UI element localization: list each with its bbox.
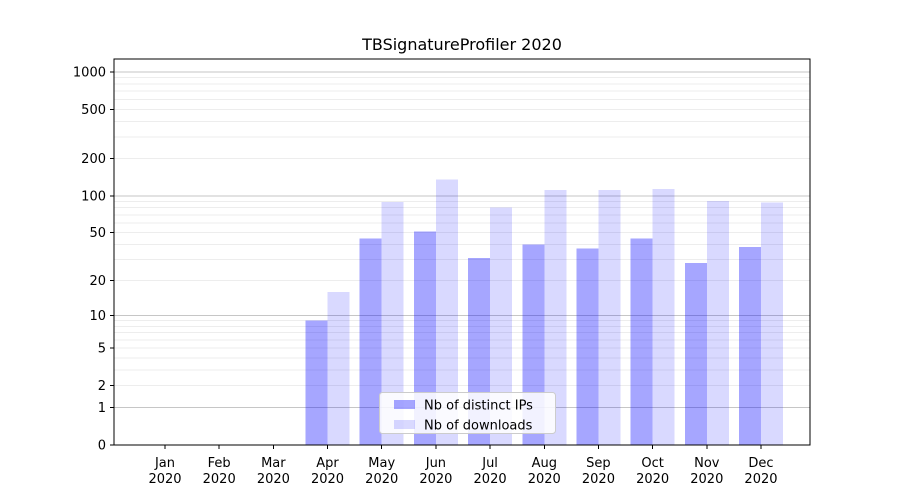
plot-border bbox=[113, 58, 811, 446]
x-tick-label: Aug bbox=[532, 456, 557, 471]
x-tick-label: 2020 bbox=[148, 472, 181, 487]
bar-distinct-ips bbox=[359, 238, 382, 445]
bar-downloads bbox=[706, 200, 729, 445]
x-tick-label: 2020 bbox=[636, 472, 669, 487]
bar-downloads bbox=[652, 188, 675, 445]
bar-downloads bbox=[381, 202, 404, 445]
x-tick-label: Mar bbox=[261, 456, 286, 471]
y-tick-label: 500 bbox=[81, 103, 106, 118]
legend: Nb of distinct IPs Nb of downloads bbox=[379, 392, 556, 434]
y-tick-label: 100 bbox=[81, 189, 106, 204]
x-tick-label: Jun bbox=[425, 456, 446, 471]
y-tick-label: 2 bbox=[98, 379, 106, 394]
bar-distinct-ips bbox=[738, 247, 761, 445]
bar-downloads bbox=[760, 202, 783, 445]
y-tick-label: 0 bbox=[98, 439, 106, 454]
x-tick-label: Jul bbox=[481, 456, 498, 471]
bars bbox=[305, 179, 783, 446]
x-tick-label: Dec bbox=[748, 456, 773, 471]
y-tick-label: 1000 bbox=[73, 65, 106, 80]
x-tick-label: 2020 bbox=[365, 472, 398, 487]
x-tick-label: 2020 bbox=[311, 472, 344, 487]
y-axis: 0 1 2 5 10 20 50 100 200 500 1000 bbox=[73, 65, 114, 454]
y-tick-label: 5 bbox=[98, 342, 106, 357]
bar-downloads bbox=[435, 179, 458, 446]
x-tick-label: 2020 bbox=[203, 472, 236, 487]
legend-label: Nb of distinct IPs bbox=[424, 399, 533, 414]
x-tick-label: 2020 bbox=[419, 472, 452, 487]
y-tick-label: 50 bbox=[89, 226, 106, 241]
bar-distinct-ips bbox=[684, 263, 707, 445]
legend-swatch-downloads bbox=[394, 420, 415, 429]
legend-swatch-distinct-ips bbox=[394, 400, 415, 409]
x-tick-label: 2020 bbox=[528, 472, 561, 487]
x-tick-label: Jan bbox=[154, 456, 175, 471]
bar-distinct-ips bbox=[413, 231, 436, 445]
y-tick-label: 20 bbox=[89, 274, 106, 289]
x-tick-label: Oct bbox=[641, 456, 663, 471]
x-tick-label: Feb bbox=[208, 456, 231, 471]
x-tick-label: 2020 bbox=[744, 472, 777, 487]
x-tick-label: 2020 bbox=[474, 472, 507, 487]
x-tick-label: May bbox=[368, 456, 395, 471]
y-tick-label: 200 bbox=[81, 152, 106, 167]
x-axis: Jan2020Feb2020Mar2020Apr2020May2020Jun20… bbox=[148, 445, 778, 487]
y-tick-label: 1 bbox=[98, 401, 106, 416]
x-tick-label: Nov bbox=[694, 456, 720, 471]
bar-downloads bbox=[327, 292, 350, 445]
bar-distinct-ips bbox=[630, 238, 653, 445]
bar-distinct-ips bbox=[305, 320, 328, 445]
bar-downloads bbox=[544, 190, 567, 445]
x-tick-label: Sep bbox=[586, 456, 611, 471]
legend-box bbox=[379, 392, 556, 434]
bar-distinct-ips bbox=[576, 248, 599, 445]
bar-downloads bbox=[490, 207, 513, 445]
legend-label: Nb of downloads bbox=[424, 419, 533, 434]
x-tick-label: Apr bbox=[316, 456, 339, 471]
x-tick-label: 2020 bbox=[257, 472, 290, 487]
x-tick-label: 2020 bbox=[582, 472, 615, 487]
x-tick-label: 2020 bbox=[690, 472, 723, 487]
y-tick-label: 10 bbox=[89, 309, 106, 324]
chart-title: TBSignatureProfiler 2020 bbox=[361, 35, 562, 54]
bar-downloads bbox=[598, 190, 621, 445]
